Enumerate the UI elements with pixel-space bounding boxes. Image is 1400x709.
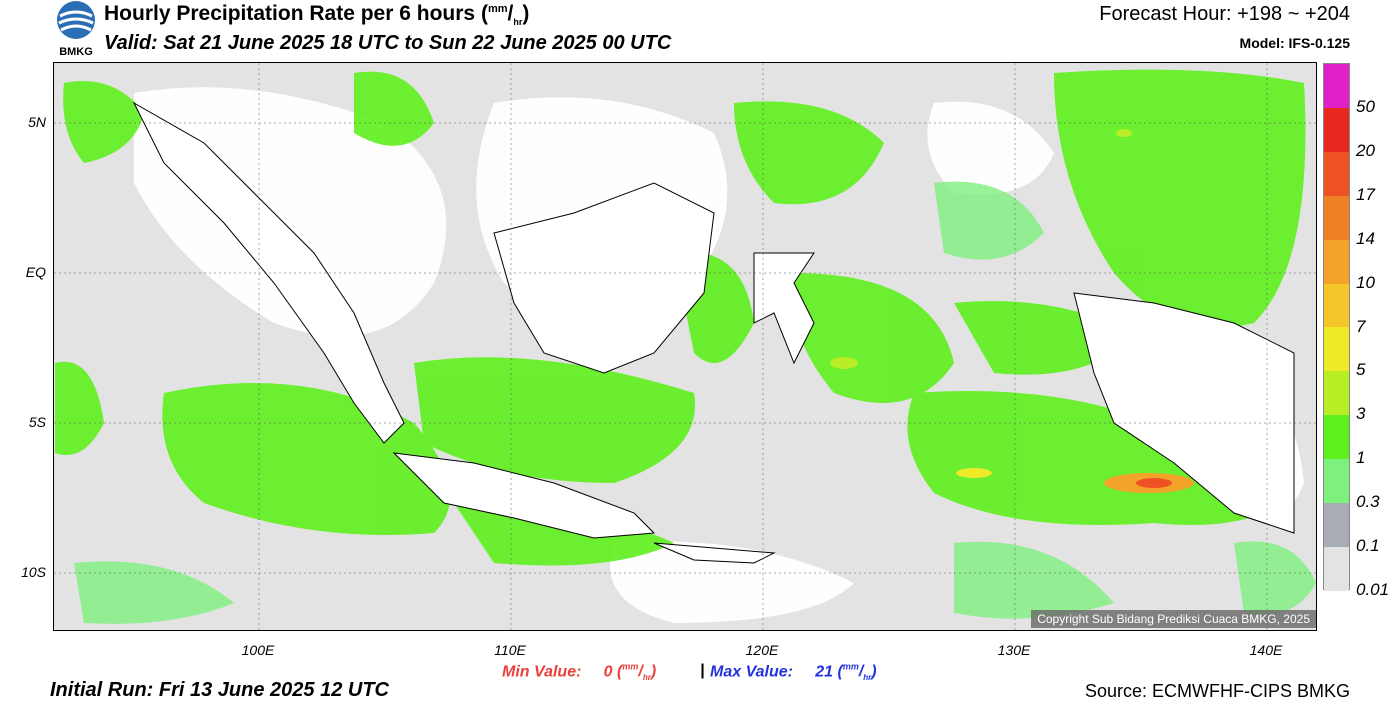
lat-label-eq: EQ bbox=[25, 264, 46, 280]
colorbar-segment bbox=[1324, 459, 1349, 504]
colorbar-segment bbox=[1324, 195, 1349, 240]
colorbar-label: 0.3 bbox=[1356, 492, 1380, 512]
colorbar-label: 7 bbox=[1356, 316, 1366, 336]
colorbar-segment bbox=[1324, 64, 1349, 108]
logo-text: BMKG bbox=[59, 46, 93, 58]
light-rain-areas bbox=[74, 181, 1316, 624]
lat-label-5n: 5N bbox=[28, 114, 46, 130]
min-unit: (mm/hr) bbox=[617, 662, 657, 683]
colorbar-label: 1 bbox=[1356, 448, 1366, 468]
colorbar-label: 20 bbox=[1356, 140, 1375, 160]
colorbar-segment bbox=[1324, 239, 1349, 284]
valid-period: Valid: Sat 21 June 2025 18 UTC to Sun 22… bbox=[104, 32, 672, 54]
colorbar-segment bbox=[1324, 546, 1349, 591]
colorbar-label: 0.1 bbox=[1356, 536, 1380, 556]
min-number: 0 bbox=[603, 663, 613, 681]
model-name: Model: IFS-0.125 bbox=[1239, 35, 1350, 51]
max-number: 21 bbox=[815, 663, 834, 681]
lat-label-5s: 5S bbox=[28, 414, 46, 430]
value-separator: | bbox=[700, 662, 705, 679]
min-value: Min Value: 0 (mm/hr) bbox=[502, 662, 656, 683]
colorbar-label: 3 bbox=[1356, 404, 1366, 424]
lon-label-130e: 130E bbox=[997, 642, 1031, 658]
colorbar-label: 5 bbox=[1356, 360, 1366, 380]
bmkg-logo bbox=[52, 0, 100, 60]
colorbar-segment bbox=[1324, 503, 1349, 547]
initial-run: Initial Run: Fri 13 June 2025 12 UTC bbox=[50, 679, 389, 701]
rain-areas bbox=[55, 69, 1306, 566]
max-label: Max Value: bbox=[710, 663, 793, 681]
title-text: Hourly Precipitation Rate per 6 hours bbox=[104, 2, 476, 25]
heavy-rain-cells bbox=[830, 129, 1194, 493]
colorbar-label: 10 bbox=[1356, 272, 1375, 292]
colorbar-label: 14 bbox=[1356, 228, 1375, 248]
grid-lines bbox=[54, 63, 1316, 630]
copyright-notice: Copyright Sub Bidang Prediksi Cuaca BMKG… bbox=[1031, 610, 1316, 628]
max-unit: (mm/hr) bbox=[837, 662, 877, 683]
colorbar bbox=[1323, 63, 1350, 591]
colorbar-label: 0.01 bbox=[1356, 580, 1390, 599]
lat-label-10s: 10S bbox=[21, 564, 46, 580]
colorbar-label: 50 bbox=[1356, 96, 1375, 116]
lon-label-110e: 110E bbox=[494, 642, 526, 658]
colorbar-segment bbox=[1324, 151, 1349, 196]
precipitation-map bbox=[53, 62, 1317, 631]
lon-label-120e: 120E bbox=[745, 642, 779, 658]
forecast-hour: Forecast Hour: +198 ~ +204 bbox=[1099, 3, 1350, 25]
lon-label-140e: 140E bbox=[1249, 642, 1283, 658]
colorbar-segment bbox=[1324, 283, 1349, 328]
colorbar-label: 17 bbox=[1356, 184, 1375, 204]
data-source: Source: ECMWFHF-CIPS BMKG bbox=[1084, 681, 1350, 701]
colorbar-segment bbox=[1324, 107, 1349, 152]
chart-title: Hourly Precipitation Rate per 6 hours (m… bbox=[104, 2, 529, 27]
title-unit: (mm/hr) bbox=[480, 2, 530, 28]
max-value: Max Value: 21 (mm/hr) bbox=[710, 662, 877, 683]
colorbar-segment bbox=[1324, 327, 1349, 372]
min-label: Min Value: bbox=[502, 663, 582, 681]
colorbar-segment bbox=[1324, 415, 1349, 460]
lon-label-100e: 100E bbox=[241, 642, 275, 658]
colorbar-segment bbox=[1324, 371, 1349, 416]
